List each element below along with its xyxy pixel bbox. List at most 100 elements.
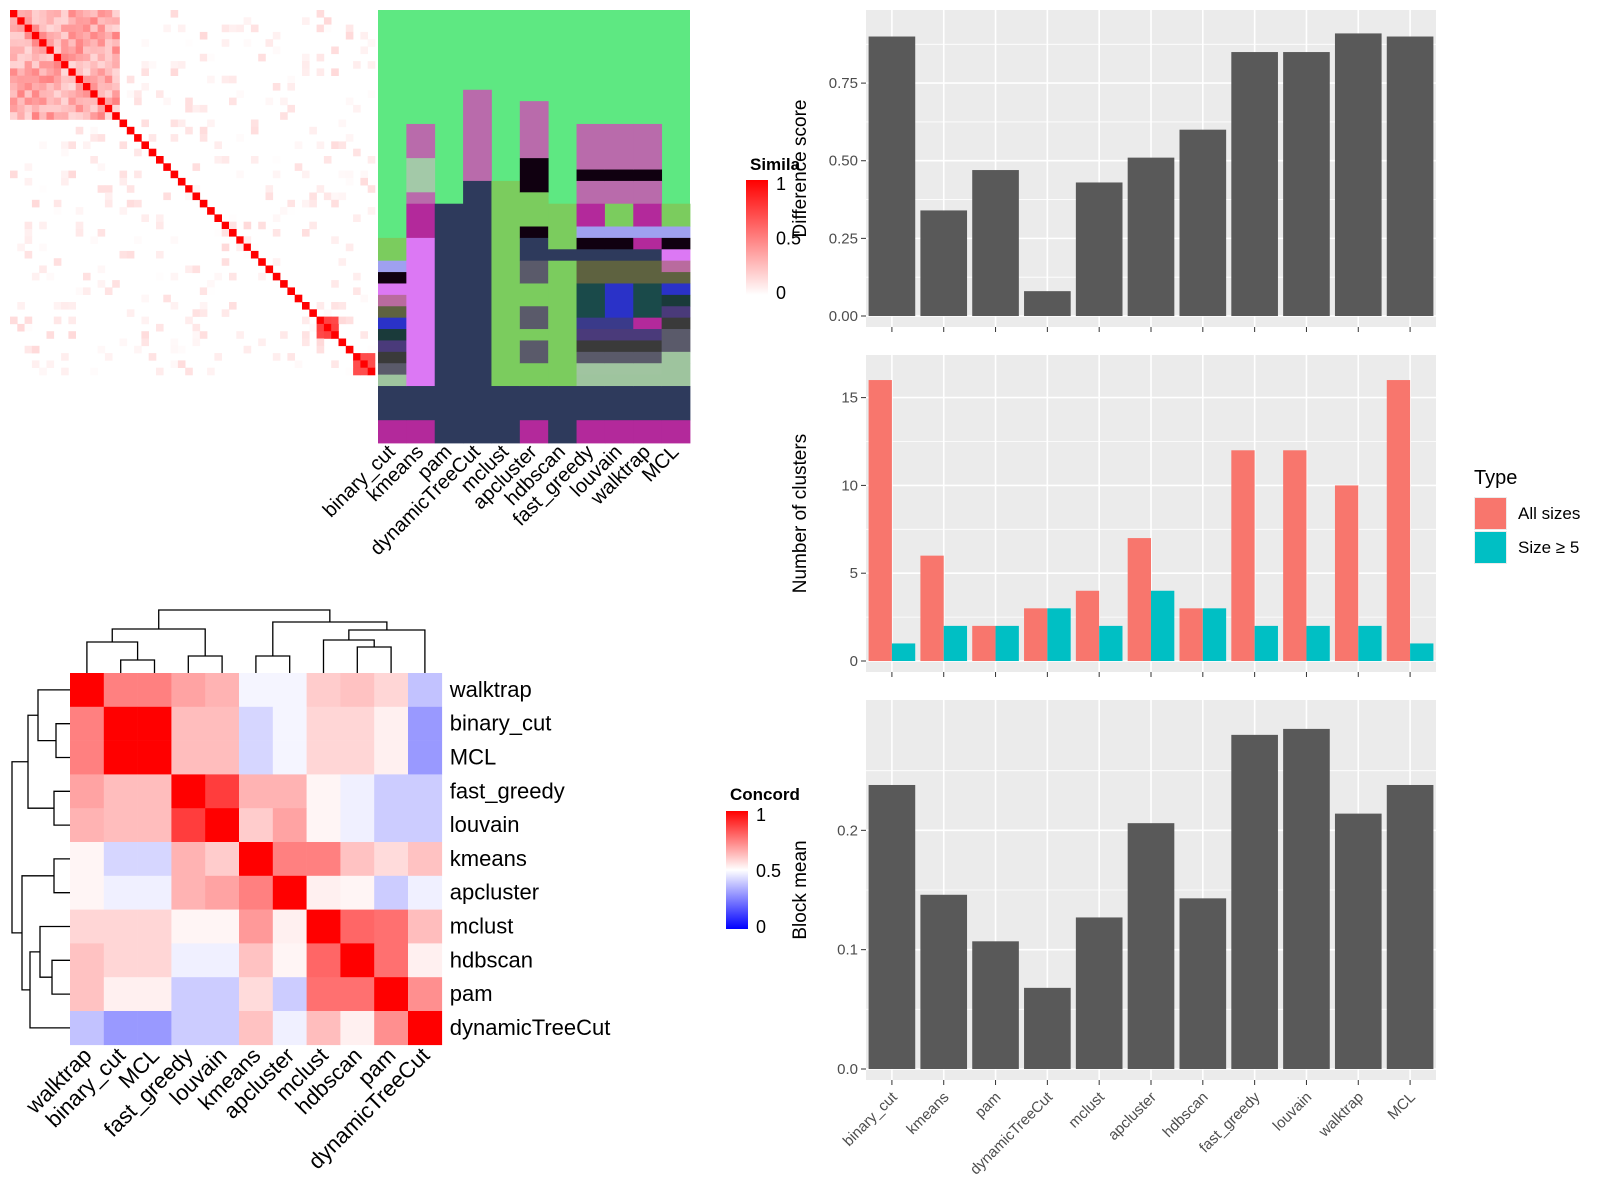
similarity-cell bbox=[185, 39, 193, 47]
similarity-cell bbox=[31, 97, 40, 106]
similarity-cell bbox=[126, 185, 135, 193]
similarity-cell bbox=[119, 338, 128, 347]
similarity-cell bbox=[302, 199, 310, 208]
similarity-cell bbox=[39, 367, 47, 376]
similarity-legend: Simila 1 0.5 0 bbox=[746, 155, 801, 303]
bar bbox=[920, 210, 968, 316]
concordance-cell bbox=[272, 909, 307, 944]
class-label-cell bbox=[633, 329, 663, 341]
similarity-cell bbox=[258, 272, 266, 281]
similarity-cell bbox=[90, 134, 98, 142]
similarity-cell bbox=[17, 90, 25, 98]
similarity-cell bbox=[367, 156, 376, 164]
similarity-cell bbox=[331, 323, 339, 332]
similarity-cell bbox=[323, 24, 332, 33]
concordance-cell bbox=[306, 740, 341, 775]
similarity-cell bbox=[53, 61, 62, 69]
similarity-cell bbox=[126, 126, 135, 135]
similarity-cell bbox=[39, 112, 47, 120]
concordance-cell bbox=[239, 774, 274, 809]
similarity-cell bbox=[185, 265, 193, 274]
concordance-cell bbox=[408, 977, 443, 1012]
similarity-cell bbox=[192, 185, 201, 193]
similarity-cell bbox=[353, 214, 361, 222]
similarity-cell bbox=[24, 97, 33, 106]
bar-size5 bbox=[1151, 590, 1175, 661]
similarity-cell bbox=[221, 258, 230, 266]
similarity-cell bbox=[10, 68, 18, 76]
concordance-cell bbox=[306, 909, 341, 944]
y-tick-label: 10 bbox=[841, 477, 858, 494]
similarity-cell bbox=[10, 75, 18, 84]
similarity-cell bbox=[97, 280, 106, 288]
similarity-cell bbox=[17, 31, 25, 40]
similarity-cell bbox=[141, 61, 149, 69]
similarity-cell bbox=[24, 53, 33, 62]
similarity-cell bbox=[53, 68, 62, 76]
concordance-cell bbox=[70, 943, 105, 978]
bar bbox=[920, 894, 968, 1069]
similarity-cell bbox=[214, 156, 222, 164]
legend-entry: All sizes bbox=[1518, 504, 1580, 523]
similarity-cell bbox=[83, 46, 91, 55]
bar bbox=[1386, 36, 1434, 317]
similarity-cell bbox=[309, 199, 317, 208]
similarity-cell bbox=[46, 112, 55, 120]
similarity-cell bbox=[331, 316, 339, 325]
bar bbox=[1231, 52, 1278, 316]
class-label-cell bbox=[406, 158, 436, 193]
similarity-cell bbox=[221, 309, 230, 317]
similarity-cell bbox=[163, 294, 171, 303]
bar-size5 bbox=[995, 625, 1019, 661]
similarity-cell bbox=[134, 97, 142, 106]
y-axis-label: Difference score bbox=[790, 100, 811, 238]
class-label-cell bbox=[604, 420, 634, 444]
class-label-cell bbox=[463, 89, 492, 182]
concordance-cell bbox=[103, 740, 138, 775]
class-label-cell bbox=[633, 237, 663, 250]
class-label-cell bbox=[463, 180, 492, 444]
similarity-cell bbox=[90, 112, 98, 120]
x-tick-label: binary_cut bbox=[840, 1088, 902, 1150]
similarity-cell bbox=[265, 39, 274, 47]
bar-size5 bbox=[1358, 625, 1382, 661]
similarity-cell bbox=[323, 309, 332, 317]
dendrogram-link bbox=[255, 655, 291, 673]
similarity-cell bbox=[83, 68, 91, 76]
similarity-cell bbox=[39, 243, 47, 252]
dendrogram-link bbox=[86, 641, 139, 673]
concordance-cell bbox=[137, 842, 172, 877]
similarity-cell bbox=[229, 214, 237, 222]
bar bbox=[972, 941, 1019, 1069]
similarity-cell bbox=[68, 316, 76, 325]
similarity-cell bbox=[75, 221, 84, 230]
concordance-cell bbox=[205, 842, 240, 877]
similarity-cell bbox=[185, 104, 193, 113]
bar-size5 bbox=[1047, 608, 1071, 661]
bar-size5 bbox=[1254, 625, 1278, 661]
concordance-cell bbox=[306, 875, 341, 910]
similarity-cell bbox=[17, 24, 25, 33]
concordance-cell bbox=[408, 740, 443, 775]
similarity-cell bbox=[31, 17, 40, 25]
class-label-cell bbox=[604, 123, 634, 170]
dendrogram-link bbox=[29, 951, 70, 1029]
concordance-cell bbox=[272, 875, 307, 910]
class-label-cell bbox=[604, 340, 634, 353]
similarity-cell bbox=[229, 97, 237, 106]
similarity-cell bbox=[24, 236, 33, 244]
similarity-cell bbox=[258, 221, 266, 230]
dendrogram-link bbox=[53, 858, 70, 894]
similarity-cell bbox=[68, 104, 76, 113]
similarity-cell bbox=[104, 192, 113, 201]
concordance-cell bbox=[306, 673, 341, 708]
similarity-cell bbox=[302, 170, 310, 179]
concordance-cell bbox=[70, 1011, 105, 1046]
similarity-cell bbox=[97, 10, 106, 18]
dendrogram-link bbox=[21, 875, 54, 991]
similarity-cell bbox=[353, 367, 361, 376]
similarity-cell bbox=[75, 17, 84, 25]
concordance-cell bbox=[205, 943, 240, 978]
similarity-cell bbox=[46, 68, 55, 76]
